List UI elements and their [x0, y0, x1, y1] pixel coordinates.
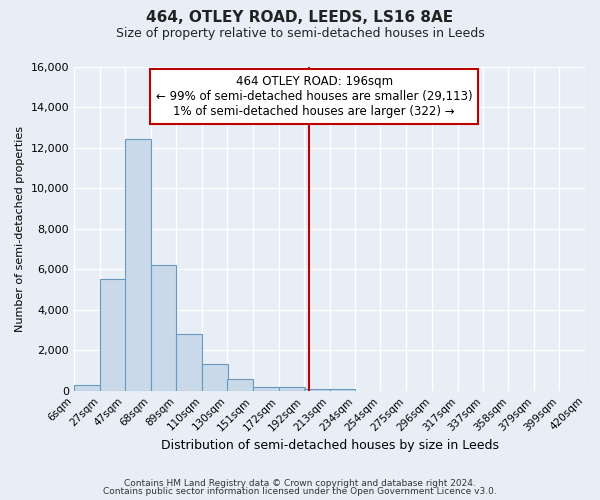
Bar: [202, 364, 229, 391]
Bar: [227, 378, 253, 391]
Bar: [125, 140, 151, 391]
Text: Contains public sector information licensed under the Open Government Licence v3: Contains public sector information licen…: [103, 487, 497, 496]
Text: 464 OTLEY ROAD: 196sqm
← 99% of semi-detached houses are smaller (29,113)
1% of : 464 OTLEY ROAD: 196sqm ← 99% of semi-det…: [156, 74, 473, 118]
Text: 464, OTLEY ROAD, LEEDS, LS16 8AE: 464, OTLEY ROAD, LEEDS, LS16 8AE: [146, 10, 454, 25]
Text: Size of property relative to semi-detached houses in Leeds: Size of property relative to semi-detach…: [116, 28, 484, 40]
Bar: [253, 387, 279, 391]
Y-axis label: Number of semi-detached properties: Number of semi-detached properties: [15, 126, 25, 332]
Bar: [151, 265, 176, 391]
Bar: [279, 387, 305, 391]
X-axis label: Distribution of semi-detached houses by size in Leeds: Distribution of semi-detached houses by …: [161, 440, 499, 452]
Text: Contains HM Land Registry data © Crown copyright and database right 2024.: Contains HM Land Registry data © Crown c…: [124, 478, 476, 488]
Bar: [100, 280, 126, 391]
Bar: [329, 389, 355, 391]
Bar: [74, 385, 100, 391]
Bar: [304, 389, 329, 391]
Bar: [176, 334, 202, 391]
